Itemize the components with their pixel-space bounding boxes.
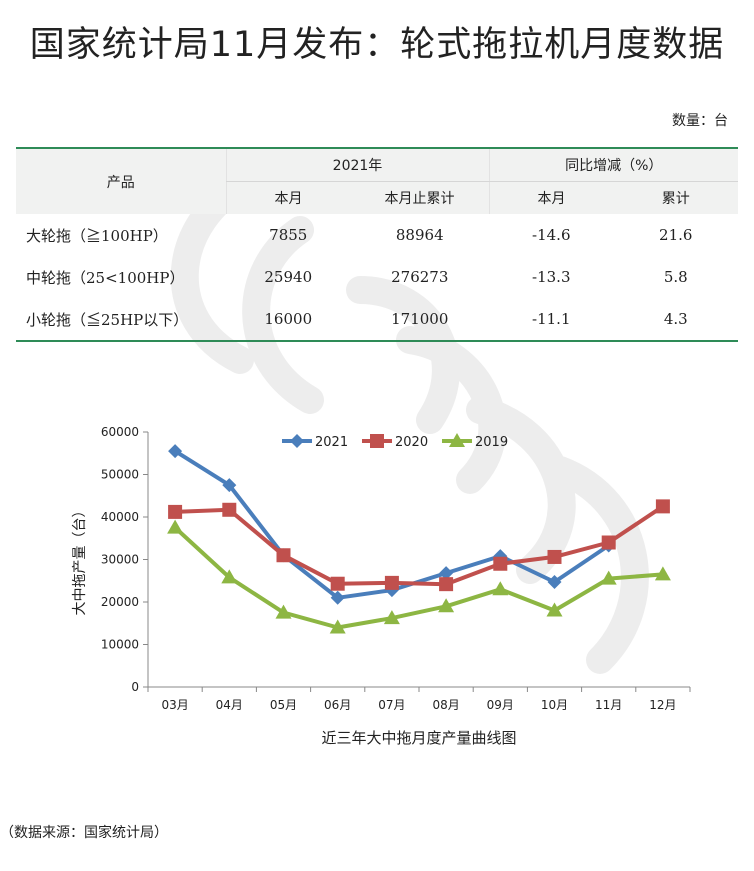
header-yoy: 同比增减（%） (488, 147, 738, 182)
cell-month: 25940 (264, 268, 313, 286)
data-point-2020 (384, 575, 399, 590)
source-note: （数据来源：国家统计局） (0, 825, 168, 841)
data-point-2019 (438, 598, 455, 613)
cell-yoy-month: -14.6 (532, 226, 571, 244)
monthly-output-chart: 0 10000 20000 30000 40000 50000 60000 03月 04月 05月… (72, 425, 691, 747)
table-row: 大轮拖（≧100HP） 7855 88964 -14.6 21.6 (16, 214, 738, 256)
cell-yoy-cumulative: 4.3 (613, 298, 738, 342)
cell-cumulative: 276273 (391, 268, 449, 286)
x-tick-label: 03月 (161, 698, 188, 712)
data-point-2019 (275, 604, 292, 619)
data-point-2020 (222, 502, 237, 517)
data-point-2020 (655, 499, 670, 514)
x-tick-label: 07月 (378, 698, 405, 712)
data-point-2019 (492, 581, 509, 596)
data-point-2021 (168, 444, 183, 459)
y-tick-label: 60000 (101, 425, 139, 439)
cell-yoy-month: -13.3 (532, 268, 571, 286)
header-product: 产品 (16, 147, 226, 214)
header-yoy-month: 本月 (488, 181, 614, 214)
chart-title: 近三年大中拖月度产量曲线图 (321, 729, 516, 747)
cell-yoy-month: -11.1 (489, 298, 614, 342)
x-tick-label: 08月 (432, 698, 459, 712)
cell-month: 7855 (269, 226, 308, 244)
data-point-2021 (384, 583, 399, 598)
legend-label-2019: 2019 (475, 435, 508, 450)
data-point-2020 (276, 548, 291, 563)
cell-month: 16000 (226, 298, 351, 342)
data-point-2020 (168, 504, 183, 519)
tractor-data-table: 产品 2021年 同比增减（%） 本月 本月止累计 本月 累计 大轮拖（≧100… (16, 147, 738, 342)
y-axis-label: 大中拖产量（台） (72, 504, 88, 616)
x-tick-label: 05月 (270, 698, 297, 712)
y-tick-label: 40000 (101, 510, 139, 524)
x-tick-label: 06月 (324, 698, 351, 712)
table-row: 中轮拖（25<100HP） 25940 276273 -13.3 5.8 (16, 256, 738, 298)
row-label: 小轮拖（≦25HP以下） (16, 298, 226, 342)
legend-label-2020: 2020 (395, 435, 428, 450)
series-line-2020 (175, 504, 665, 587)
data-point-2020 (601, 535, 616, 550)
data-point-2019 (600, 570, 617, 585)
data-point-2021 (330, 590, 345, 605)
x-tick-label: 11月 (595, 698, 622, 712)
unit-label: 数量：台 (672, 113, 728, 129)
header-cumulative: 本月止累计 (350, 181, 489, 214)
legend-marker-2021 (290, 434, 304, 448)
data-point-2019 (383, 610, 400, 625)
header-2021: 2021年 (225, 147, 489, 182)
data-point-2021 (439, 566, 454, 581)
data-point-2020 (493, 556, 508, 571)
legend-marker-2020 (370, 434, 384, 448)
data-point-2020 (547, 549, 562, 564)
cell-yoy-cumulative: 21.6 (659, 226, 693, 244)
data-point-2021 (547, 575, 562, 590)
header-yoy-cumulative: 累计 (613, 181, 738, 214)
y-tick-label: 20000 (101, 595, 139, 609)
data-point-2020 (439, 577, 454, 592)
table-row: 小轮拖（≦25HP以下） 16000 171000 -11.1 4.3 (16, 298, 738, 342)
x-tick-label: 09月 (487, 698, 514, 712)
x-tick-label: 12月 (649, 698, 676, 712)
legend-label-2021: 2021 (315, 435, 348, 450)
data-point-2019 (654, 566, 671, 581)
cell-yoy-cumulative: 5.8 (663, 268, 688, 286)
y-tick-label: 50000 (101, 468, 139, 482)
page-title: 国家统计局11月发布：轮式拖拉机月度数据 (29, 25, 725, 65)
x-tick-label: 10月 (541, 698, 568, 712)
data-point-2019 (221, 569, 238, 584)
header-month: 本月 (225, 181, 351, 214)
y-tick-label: 0 (131, 680, 139, 694)
row-label: 大轮拖（≧100HP） (26, 226, 168, 245)
data-point-2019 (329, 619, 346, 634)
x-tick-label: 04月 (216, 698, 243, 712)
data-point-2020 (330, 576, 345, 591)
cell-cumulative: 88964 (395, 226, 444, 244)
cell-cumulative: 171000 (350, 298, 489, 342)
y-tick-label: 10000 (101, 638, 139, 652)
legend-marker-2019 (449, 433, 465, 447)
row-label: 中轮拖（25<100HP） (26, 268, 185, 287)
series-line-2021 (174, 449, 610, 600)
y-tick-label: 30000 (101, 553, 139, 567)
data-point-2021 (222, 478, 237, 493)
data-point-2019 (167, 519, 184, 534)
data-point-2019 (546, 602, 563, 617)
series-line-2019 (173, 526, 664, 630)
